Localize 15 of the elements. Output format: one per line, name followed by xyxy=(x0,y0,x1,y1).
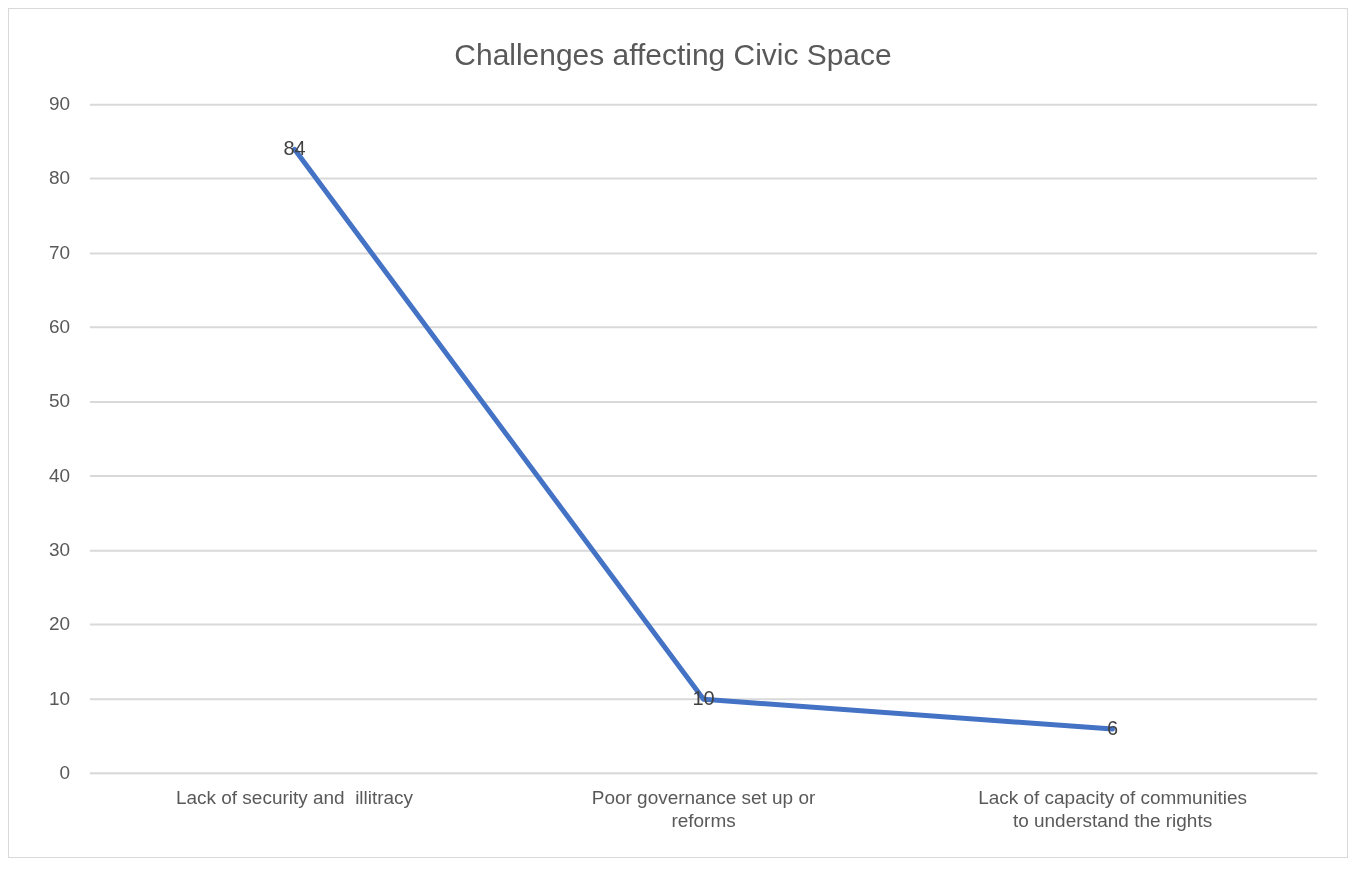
y-tick-label: 40 xyxy=(48,464,71,486)
x-tick-label: Poor governance set up or reforms xyxy=(591,787,816,831)
x-tick-label: Lack of capacity of communities to understand the rights xyxy=(978,787,1247,831)
x-tick-label: Lack of security and illitracy xyxy=(175,787,414,809)
y-tick-label: 90 xyxy=(48,93,71,114)
y-tick-label: 50 xyxy=(48,390,71,412)
chart-title: Challenges affecting Civic Space xyxy=(454,38,892,72)
y-tick-label: 80 xyxy=(48,167,71,189)
y-tick-label: 70 xyxy=(48,241,71,263)
y-tick-label: 20 xyxy=(48,613,71,635)
y-tick-label: 10 xyxy=(48,687,71,709)
y-tick-label: 30 xyxy=(48,538,71,560)
data-label: 84 xyxy=(283,136,306,159)
y-tick-label: 60 xyxy=(48,315,71,337)
y-tick-label: 0 xyxy=(59,761,71,783)
